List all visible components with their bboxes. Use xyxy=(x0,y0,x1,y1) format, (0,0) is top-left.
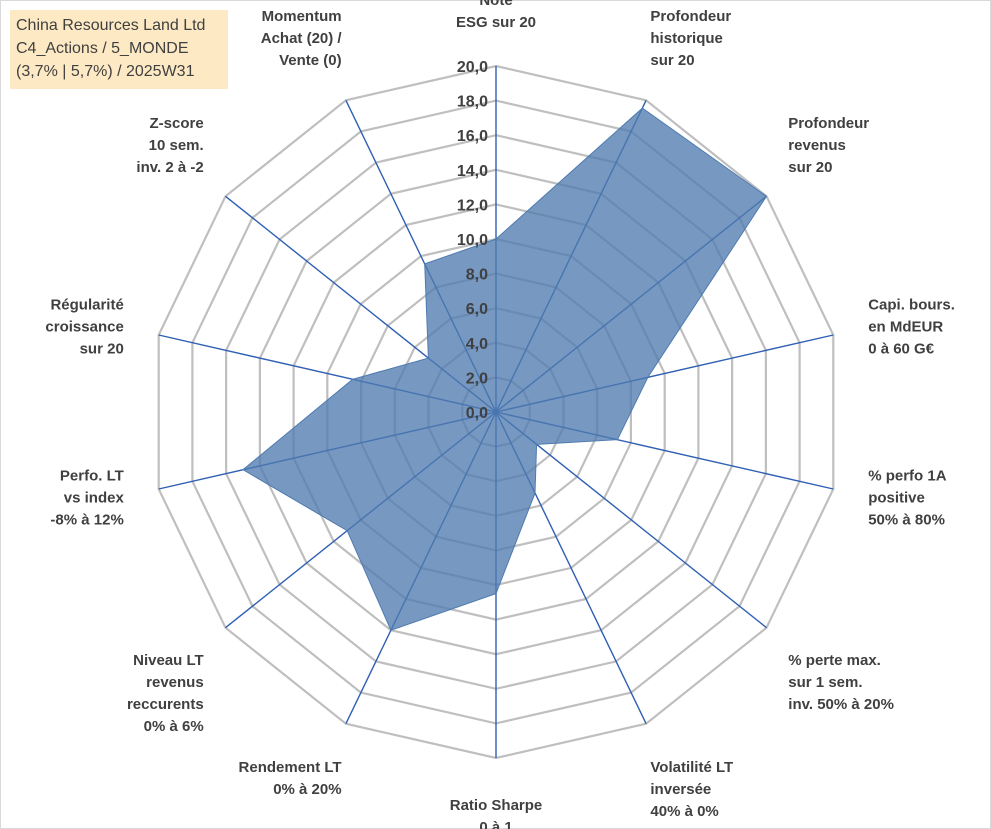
category-label: Note ESG sur 20 xyxy=(456,0,536,31)
tick-label: 2,0 xyxy=(466,370,488,387)
category-label-line: Profondeur xyxy=(788,115,869,132)
category-label: Capi. bours. en MdEUR 0 à 60 G€ xyxy=(868,296,955,357)
category-label-line: Ratio Sharpe xyxy=(450,797,543,814)
category-label-line: Perfo. LT xyxy=(60,468,124,485)
category-label-line: reccurents xyxy=(127,696,204,713)
category-label-line: 0% à 6% xyxy=(144,718,204,735)
tick-label: 10,0 xyxy=(457,232,488,249)
category-label-line: sur 20 xyxy=(788,159,832,176)
axis-spoke xyxy=(495,411,767,629)
tick-label: 16,0 xyxy=(457,128,488,145)
tick-layer: 0,0 2,0 4,0 6,0 8,0 10,0 12,0 14,0 16,0 18,0 20,0 xyxy=(457,59,488,422)
label-layer: Note ESG sur 20 Profondeur historique sur 20… xyxy=(45,0,954,829)
category-label-line: Régularité xyxy=(50,296,123,313)
category-label-line: en MdEUR xyxy=(868,318,943,335)
category-label: Volatilité LT inversée 40% à 0% xyxy=(650,759,733,820)
tick-label: 14,0 xyxy=(457,163,488,180)
category-label-line: 0 à 60 G€ xyxy=(868,340,935,357)
category-label-line: Note xyxy=(479,0,512,9)
category-label: % perfo 1A positive 50% à 80% xyxy=(868,468,947,529)
category-label: Profondeur historique sur 20 xyxy=(650,8,731,69)
category-label-line: 10 sem. xyxy=(149,137,204,154)
category-label: Momentum Achat (20) / Vente (0) xyxy=(261,8,343,69)
category-label-line: % perfo 1A xyxy=(868,468,947,485)
category-label: Z-score 10 sem. inv. 2 à -2 xyxy=(136,115,203,176)
category-label-line: -8% à 12% xyxy=(50,512,123,529)
category-label-line: Rendement LT xyxy=(239,759,342,776)
category-label-line: inv. 50% à 20% xyxy=(788,696,894,713)
category-label-line: sur 20 xyxy=(80,340,124,357)
category-label-line: positive xyxy=(868,490,925,507)
category-label-line: Achat (20) / xyxy=(261,30,343,47)
tick-label: 12,0 xyxy=(457,197,488,214)
title-line-2: C4_Actions / 5_MONDE xyxy=(16,40,189,57)
category-label: Rendement LT 0% à 20% xyxy=(239,759,342,798)
category-label-line: inv. 2 à -2 xyxy=(136,159,203,176)
category-label-line: croissance xyxy=(45,318,123,335)
category-label-line: ESG sur 20 xyxy=(456,14,536,31)
series-layer xyxy=(242,107,768,631)
title-line-1: China Resources Land Ltd xyxy=(16,17,206,34)
category-label-line: Niveau LT xyxy=(133,652,204,669)
category-label-line: vs index xyxy=(64,490,125,507)
category-label-line: Capi. bours. xyxy=(868,296,955,313)
category-label: Profondeur revenus sur 20 xyxy=(788,115,869,176)
category-label-line: Profondeur xyxy=(650,8,731,25)
category-label-line: revenus xyxy=(146,674,204,691)
category-label-line: 0 à 1 xyxy=(479,819,512,829)
tick-label: 8,0 xyxy=(466,267,488,284)
category-label-line: Vente (0) xyxy=(279,52,342,69)
category-label-line: 50% à 80% xyxy=(868,512,945,529)
category-label: Ratio Sharpe 0 à 1 xyxy=(450,797,543,829)
title-line-3: (3,7% | 5,7%) / 2025W31 xyxy=(16,63,195,80)
category-label-line: Z-score xyxy=(150,115,204,132)
category-label: Perfo. LT vs index -8% à 12% xyxy=(50,468,124,529)
category-label: Régularité croissance sur 20 xyxy=(45,296,123,357)
tick-label: 6,0 xyxy=(466,301,488,318)
category-label-line: revenus xyxy=(788,137,846,154)
category-label-line: 0% à 20% xyxy=(273,781,341,798)
category-label-line: inversée xyxy=(650,781,711,798)
category-label-line: historique xyxy=(650,30,723,47)
category-label-line: sur 20 xyxy=(650,52,694,69)
category-label-line: Volatilité LT xyxy=(650,759,733,776)
chart-title-box: China Resources Land Ltd C4_Actions / 5_… xyxy=(10,10,228,89)
tick-label: 4,0 xyxy=(466,336,488,353)
category-label-line: Momentum xyxy=(262,8,342,25)
tick-label: 20,0 xyxy=(457,59,488,76)
tick-label: 18,0 xyxy=(457,94,488,111)
category-label: Niveau LT revenus reccurents 0% à 6% xyxy=(127,652,204,735)
category-label-line: % perte max. xyxy=(788,652,881,669)
category-label-line: sur 1 sem. xyxy=(788,674,862,691)
tick-label: 0,0 xyxy=(466,405,488,422)
category-label-line: 40% à 0% xyxy=(650,803,718,820)
category-label: % perte max. sur 1 sem. inv. 50% à 20% xyxy=(788,652,894,713)
